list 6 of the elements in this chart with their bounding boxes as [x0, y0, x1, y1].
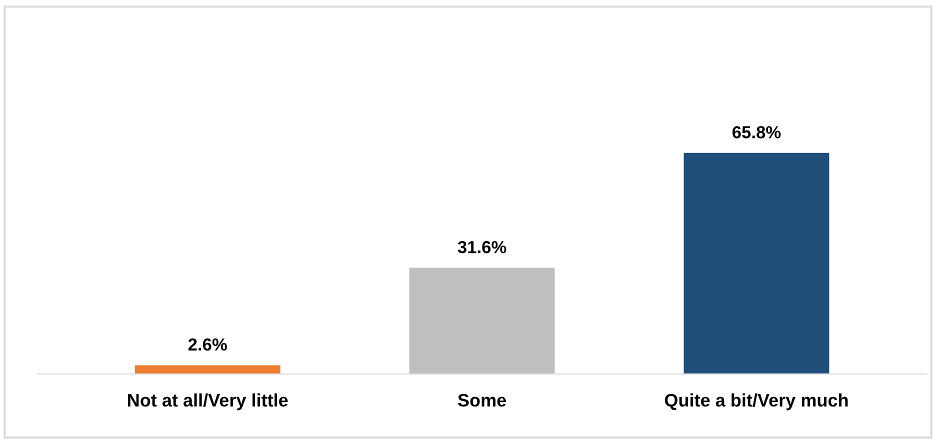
- data-label: 65.8%: [732, 126, 781, 138]
- data-label: 31.6%: [458, 240, 506, 254]
- x-tick-label: Some: [458, 394, 506, 407]
- x-tick-label: Not at all/Very little: [128, 393, 288, 410]
- data-label: 2.6%: [188, 338, 227, 351]
- x-tick-label: Quite a bit/Very much: [664, 393, 848, 410]
